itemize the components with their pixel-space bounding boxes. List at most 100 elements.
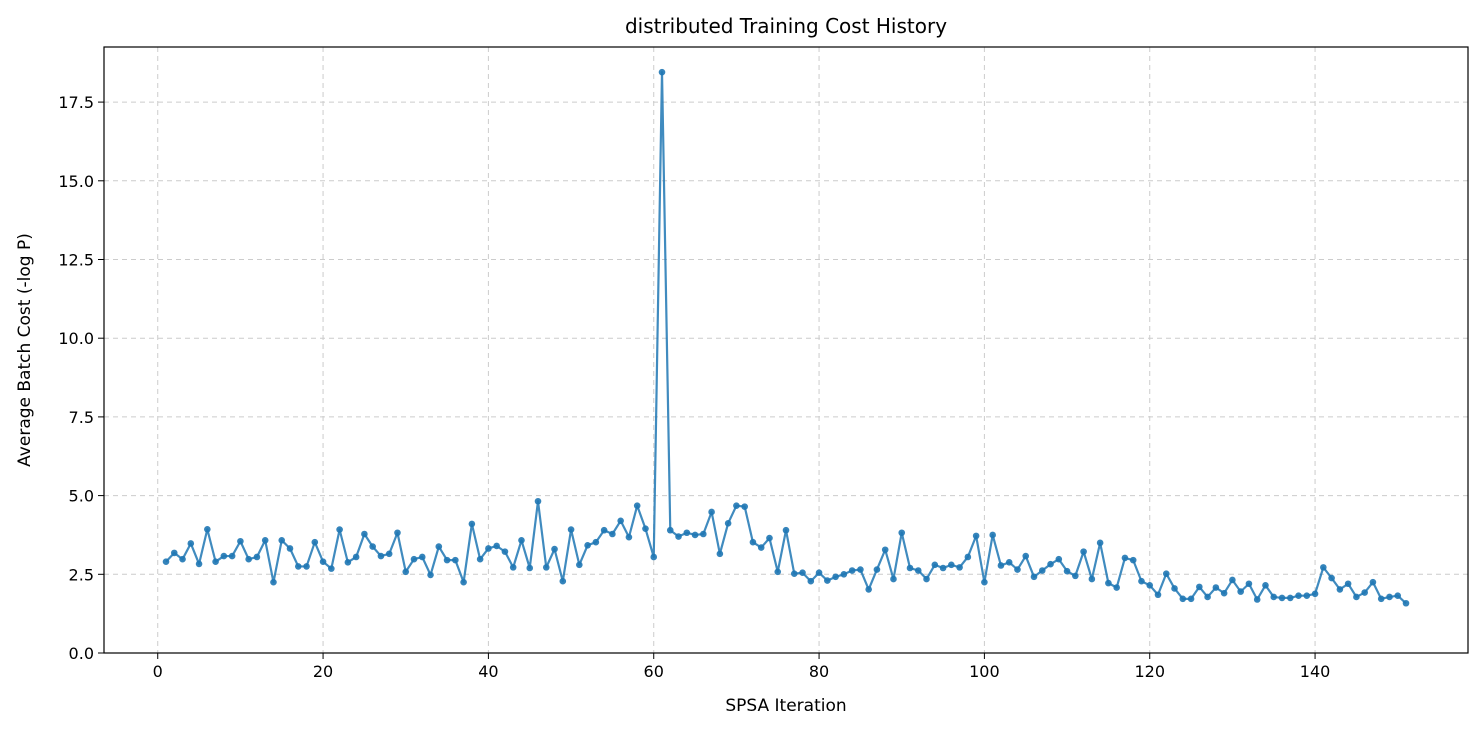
y-tick-label: 0.0 [69, 644, 94, 663]
data-point [369, 543, 376, 550]
data-point [691, 531, 699, 539]
data-point [642, 525, 649, 532]
x-tick-label: 100 [969, 662, 1000, 681]
data-point [402, 568, 410, 576]
x-tick-label: 140 [1300, 662, 1331, 681]
data-point [873, 566, 881, 573]
data-point [261, 537, 269, 544]
data-point [204, 525, 211, 533]
data-point [377, 552, 385, 560]
data-point [948, 561, 955, 569]
data-point [418, 553, 426, 561]
y-axis-title: Average Batch Cost (-log P) [15, 233, 35, 467]
data-point [840, 571, 848, 578]
data-point [237, 537, 244, 545]
data-point [1022, 552, 1030, 560]
data-point [187, 540, 195, 547]
data-point [319, 558, 327, 566]
data-point [1361, 589, 1368, 596]
data-point [625, 533, 633, 541]
y-axis: 0.0 2.5 5.0 7.5 10.0 12.5 15.0 17.5 [58, 93, 104, 663]
data-point [1055, 555, 1063, 563]
data-point [881, 546, 889, 554]
data-point [1047, 560, 1054, 568]
data-point [286, 545, 294, 552]
data-point [997, 562, 1005, 569]
data-point [1072, 572, 1079, 580]
x-tick-label: 80 [809, 662, 829, 681]
y-tick-label: 2.5 [69, 565, 94, 584]
data-point [807, 577, 815, 585]
data-point [1220, 589, 1228, 597]
data-point [179, 555, 186, 563]
data-point [311, 538, 319, 546]
data-point [848, 567, 856, 574]
data-point [1080, 548, 1087, 555]
data-point [658, 68, 666, 76]
data-point [675, 533, 682, 540]
data-point [741, 503, 748, 510]
y-tick-label: 17.5 [58, 93, 94, 112]
data-point [617, 517, 624, 525]
data-point [195, 560, 203, 568]
data-point [394, 529, 401, 537]
data-point [857, 566, 864, 573]
series-layer [162, 68, 1410, 607]
data-point [1187, 595, 1195, 603]
x-tick-label: 60 [644, 662, 664, 681]
data-point [1096, 539, 1104, 547]
data-point [352, 553, 360, 561]
chart-title: distributed Training Cost History [625, 14, 947, 38]
data-point [1344, 580, 1352, 588]
data-point [708, 508, 715, 516]
data-point [1014, 566, 1021, 573]
data-point [757, 544, 765, 551]
data-point [1353, 593, 1360, 601]
data-point [567, 526, 575, 533]
data-point [1146, 582, 1154, 589]
data-point [1402, 599, 1410, 607]
data-point [890, 575, 897, 583]
data-point [1286, 594, 1294, 602]
data-point [1311, 590, 1319, 598]
data-point [774, 568, 782, 576]
data-point [476, 555, 484, 563]
data-point [1278, 594, 1286, 602]
x-axis: 0 20 40 60 80 100 120 140 [153, 653, 1331, 681]
data-point [1295, 592, 1302, 600]
data-point [1105, 579, 1112, 587]
data-point [344, 559, 352, 566]
data-point [1336, 586, 1344, 593]
data-point [1154, 591, 1162, 599]
x-tick-label: 20 [313, 662, 333, 681]
data-point [724, 520, 732, 527]
data-point [452, 556, 459, 564]
data-point [923, 575, 930, 583]
data-point [790, 570, 798, 577]
data-point [931, 561, 939, 569]
data-point [609, 530, 616, 538]
data-point [518, 537, 525, 544]
data-point [1328, 574, 1335, 582]
data-point [1196, 583, 1203, 591]
data-point [1262, 582, 1269, 589]
data-point [336, 526, 343, 533]
data-point [361, 530, 368, 538]
data-point [509, 564, 517, 571]
data-point [981, 578, 988, 586]
data-point [385, 550, 393, 558]
y-tick-label: 12.5 [58, 250, 94, 269]
data-point [328, 565, 335, 572]
data-point [592, 538, 600, 546]
data-point [1245, 580, 1253, 588]
x-tick-label: 120 [1134, 662, 1165, 681]
data-point [526, 564, 534, 572]
data-point [270, 578, 277, 586]
data-point [220, 552, 228, 560]
x-axis-title: SPSA Iteration [725, 696, 846, 716]
y-tick-label: 15.0 [58, 172, 94, 191]
data-point [650, 553, 658, 561]
data-point [485, 545, 492, 552]
